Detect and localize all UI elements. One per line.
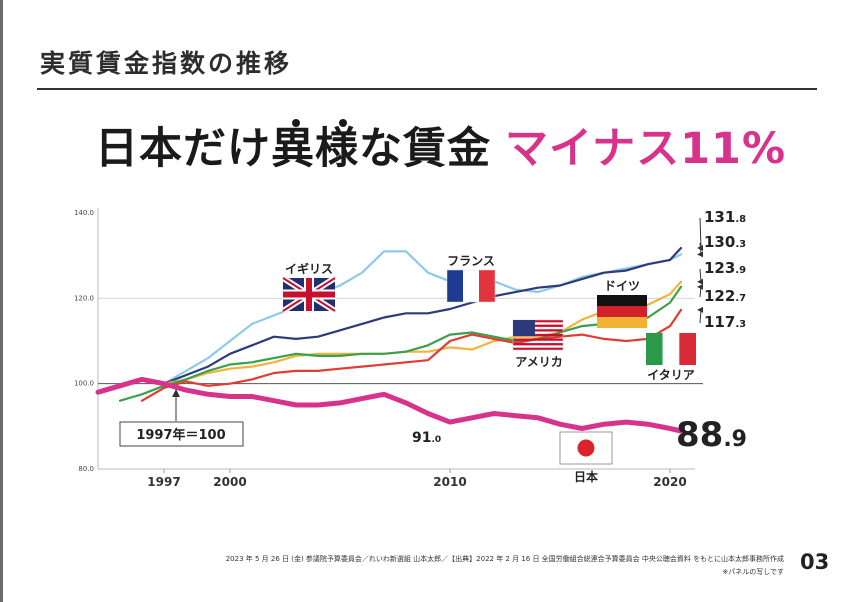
headline: 日本だけ異様な賃金 マイナス11%: [95, 128, 786, 171]
end-value-アメリカ: 122.7: [704, 287, 746, 305]
flag-sun: [577, 439, 595, 457]
flag-stripe: [513, 324, 563, 327]
flag-canton: [513, 320, 535, 336]
emphasis-dot: [292, 119, 300, 127]
baseline-note-box: [119, 421, 244, 447]
baseline-pointer-head: [172, 389, 180, 397]
emphasis-dot: [339, 119, 347, 127]
value-pointer-head: [697, 251, 703, 258]
flag-cross: [283, 291, 335, 298]
y-tick-label: 80.0: [78, 465, 94, 473]
flag-stripe: [513, 329, 563, 332]
x-tick-label: 1997: [147, 475, 180, 489]
series-line-フランス: [162, 246, 683, 385]
end-value-フランス: 131.8: [704, 208, 746, 226]
end-value-ドイツ: 123.9: [704, 259, 746, 277]
flag-band: [597, 295, 647, 306]
slide-edge: [0, 0, 3, 602]
x-tick-label: 2000: [213, 475, 246, 489]
value-pointer-head: [697, 278, 703, 285]
series-line-日本: [95, 376, 684, 434]
series-line-アメリカ: [118, 285, 683, 402]
flag-italy: [646, 333, 696, 365]
y-tick-label: 140.0: [74, 209, 94, 217]
flag-japan: [559, 431, 613, 465]
value-pointer: [699, 217, 702, 249]
value-pointer: [699, 309, 702, 324]
country-label-italy: イタリア: [647, 368, 695, 382]
flag-band: [597, 317, 647, 328]
value-pointer-head: [697, 306, 703, 313]
country-label-uk: イギリス: [285, 261, 333, 276]
flag-france: [446, 269, 496, 303]
country-label-france: フランス: [447, 254, 495, 268]
flag-germany: [597, 295, 647, 328]
country-label-japan: 日本: [574, 469, 598, 484]
flag-border: [446, 269, 496, 303]
baseline-note: 1997年＝100: [136, 427, 225, 443]
end-value-イタリア: 117.3: [704, 313, 746, 331]
series-line-イタリア: [140, 308, 683, 402]
x-tick-label: 2020: [653, 475, 686, 489]
y-tick-label: 120.0: [74, 294, 94, 302]
flag-band: [463, 270, 479, 302]
panel-note: ※パネルの写しです: [722, 568, 784, 576]
country-label-usa: アメリカ: [515, 355, 562, 369]
slide-title: 実質賃金指数の推移: [40, 49, 293, 78]
flag-band: [679, 333, 696, 365]
country-label-germany: ドイツ: [604, 279, 640, 293]
end-value-japan: 88.9: [676, 415, 747, 455]
value-pointer-head: [697, 244, 703, 251]
mid-value-japan: 91.0: [412, 430, 441, 446]
flag-band: [646, 333, 663, 365]
flag-stripe: [513, 347, 563, 350]
title-divider: [37, 88, 817, 90]
flag-stripe: [513, 338, 563, 341]
flag-usa: [512, 319, 564, 351]
flag-band: [447, 270, 463, 302]
headline-accent: マイナス11%: [505, 124, 787, 174]
value-pointer: [699, 268, 702, 282]
page-number: 03: [800, 550, 830, 574]
flag-band: [662, 333, 680, 365]
end-value-イギリス: 130.3: [704, 233, 746, 251]
y-tick-label: 100.0: [74, 380, 94, 388]
flag-band: [479, 270, 495, 302]
flag-stripe: [513, 320, 563, 323]
flag-stripe: [513, 343, 563, 346]
flag-band: [597, 306, 647, 317]
headline-main: 日本だけ異様な賃金: [95, 124, 491, 174]
value-pointer-head: [697, 283, 703, 290]
x-tick-label: 2010: [433, 475, 466, 489]
source-footnote: 2023 年 5 月 26 日 (金) 参議院予算委員会／れいわ新選組 山本太郎…: [225, 555, 784, 563]
flag-uk: [281, 275, 337, 314]
flag-stripe: [513, 333, 563, 337]
